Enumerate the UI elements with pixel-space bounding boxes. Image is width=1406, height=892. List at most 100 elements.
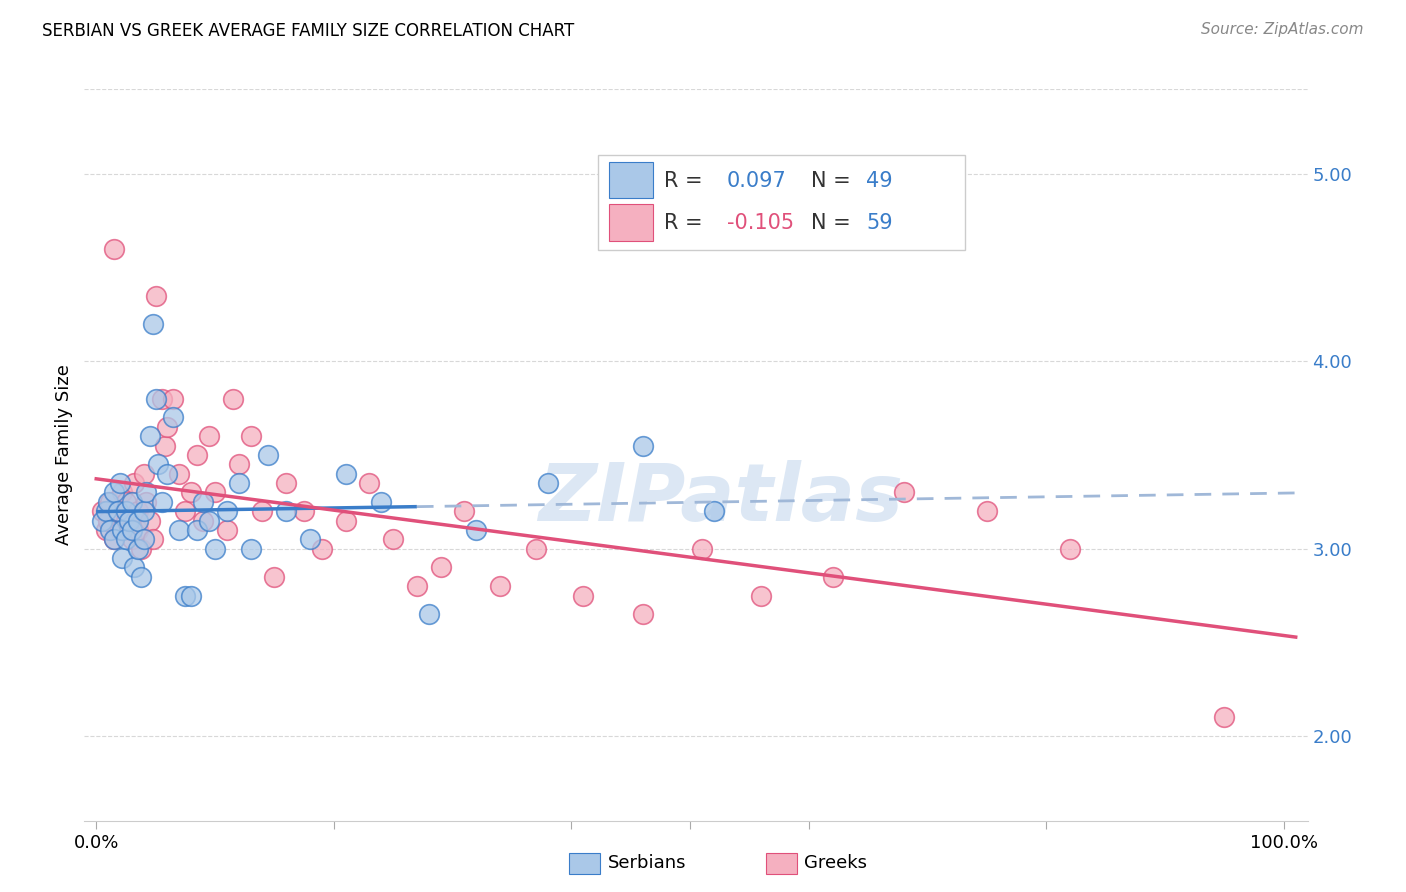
Text: SERBIAN VS GREEK AVERAGE FAMILY SIZE CORRELATION CHART: SERBIAN VS GREEK AVERAGE FAMILY SIZE COR… (42, 22, 575, 40)
Point (359, 476, 381, 491)
Point (115, 495, 138, 509)
Point (976, 504, 998, 518)
Point (536, 476, 558, 491)
Point (127, 514, 149, 528)
Point (418, 607, 440, 622)
Y-axis label: Average Family Size: Average Family Size (55, 365, 73, 545)
Point (122, 476, 145, 491)
Point (198, 429, 221, 443)
Point (228, 458, 250, 472)
Point (191, 514, 214, 528)
Text: R =: R = (664, 213, 710, 234)
Text: N =: N = (811, 170, 858, 191)
Point (572, 589, 595, 603)
Point (135, 485, 157, 500)
Text: 59: 59 (866, 213, 893, 234)
Point (1059, 541, 1081, 556)
Point (127, 523, 149, 537)
Point (174, 504, 197, 518)
Point (749, 589, 772, 603)
Point (156, 419, 179, 434)
Point (298, 533, 321, 547)
Point (335, 467, 357, 481)
Point (100, 495, 122, 509)
Point (276, 476, 298, 491)
Point (121, 533, 143, 547)
Text: Source: ZipAtlas.com: Source: ZipAtlas.com (1201, 22, 1364, 37)
Point (103, 533, 125, 547)
Point (465, 523, 488, 537)
Point (108, 523, 131, 537)
Point (103, 485, 125, 500)
Point (145, 392, 167, 406)
Point (142, 533, 165, 547)
Point (222, 392, 245, 406)
Point (215, 523, 238, 537)
Point (191, 495, 214, 509)
Point (150, 495, 173, 509)
Point (107, 504, 129, 518)
Point (115, 514, 138, 528)
Point (174, 589, 197, 603)
Point (406, 579, 429, 593)
Point (91, 514, 114, 528)
Point (186, 523, 208, 537)
Point (524, 541, 547, 556)
Point (631, 438, 654, 452)
Point (111, 551, 134, 566)
Point (132, 467, 155, 481)
Point (115, 504, 138, 518)
Point (204, 485, 226, 500)
Point (94, 504, 117, 518)
Point (180, 589, 202, 603)
Text: ZIPatlas: ZIPatlas (538, 459, 903, 538)
Point (276, 504, 298, 518)
Point (489, 579, 512, 593)
Point (94, 523, 117, 537)
Point (893, 485, 915, 500)
Point (145, 288, 167, 302)
Text: R =: R = (664, 170, 710, 191)
Point (162, 410, 184, 425)
Point (263, 570, 285, 584)
Point (111, 485, 134, 500)
Point (131, 570, 153, 584)
Bar (609, 204, 654, 241)
Point (122, 560, 145, 574)
Text: 0.097: 0.097 (727, 170, 786, 191)
Point (103, 533, 125, 547)
FancyBboxPatch shape (598, 155, 965, 250)
Point (115, 533, 138, 547)
Point (118, 514, 141, 528)
Point (453, 504, 475, 518)
Point (131, 541, 153, 556)
Text: -0.105: -0.105 (727, 213, 793, 234)
Text: Greeks: Greeks (804, 855, 868, 872)
Point (180, 485, 202, 500)
Point (690, 541, 713, 556)
Point (138, 514, 160, 528)
Point (429, 560, 451, 574)
Point (121, 495, 143, 509)
Point (335, 514, 357, 528)
Point (382, 533, 405, 547)
Point (239, 429, 262, 443)
Point (215, 504, 238, 518)
Point (311, 541, 333, 556)
Point (150, 392, 173, 406)
Point (91, 504, 114, 518)
Point (132, 504, 155, 518)
Point (292, 504, 315, 518)
Text: N =: N = (811, 213, 858, 234)
Text: Serbians: Serbians (607, 855, 686, 872)
Point (169, 467, 191, 481)
Point (252, 504, 274, 518)
Point (162, 392, 184, 406)
Point (239, 541, 262, 556)
Point (631, 607, 654, 622)
Point (97, 514, 120, 528)
Point (703, 504, 725, 518)
Bar (609, 161, 654, 198)
Point (198, 514, 221, 528)
Point (135, 495, 157, 509)
